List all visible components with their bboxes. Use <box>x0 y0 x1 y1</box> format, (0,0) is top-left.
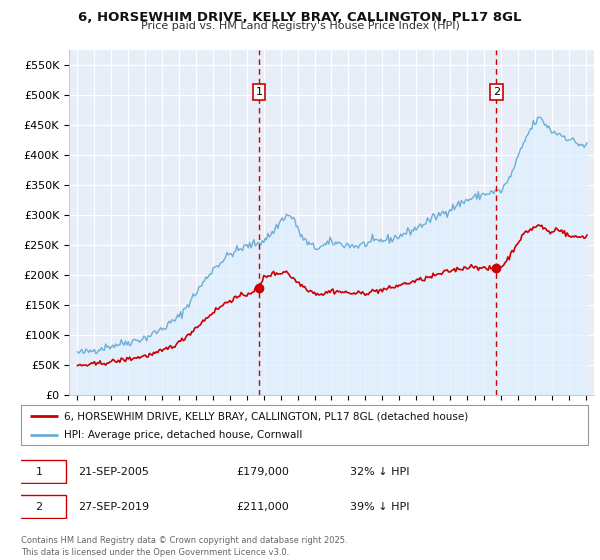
Text: £179,000: £179,000 <box>236 466 289 477</box>
Text: Contains HM Land Registry data © Crown copyright and database right 2025.
This d: Contains HM Land Registry data © Crown c… <box>21 536 347 557</box>
Text: 32% ↓ HPI: 32% ↓ HPI <box>350 466 409 477</box>
Text: 27-SEP-2019: 27-SEP-2019 <box>78 502 149 512</box>
Text: 21-SEP-2005: 21-SEP-2005 <box>78 466 149 477</box>
Text: 1: 1 <box>35 466 43 477</box>
Text: £211,000: £211,000 <box>236 502 289 512</box>
FancyBboxPatch shape <box>13 460 67 483</box>
FancyBboxPatch shape <box>21 405 588 445</box>
FancyBboxPatch shape <box>13 495 67 519</box>
Text: 1: 1 <box>256 87 263 97</box>
Text: HPI: Average price, detached house, Cornwall: HPI: Average price, detached house, Corn… <box>64 430 302 440</box>
Text: 2: 2 <box>35 502 43 512</box>
Text: 2: 2 <box>493 87 500 97</box>
Text: 6, HORSEWHIM DRIVE, KELLY BRAY, CALLINGTON, PL17 8GL: 6, HORSEWHIM DRIVE, KELLY BRAY, CALLINGT… <box>78 11 522 24</box>
Text: 39% ↓ HPI: 39% ↓ HPI <box>350 502 409 512</box>
Text: 6, HORSEWHIM DRIVE, KELLY BRAY, CALLINGTON, PL17 8GL (detached house): 6, HORSEWHIM DRIVE, KELLY BRAY, CALLINGT… <box>64 411 468 421</box>
Text: Price paid vs. HM Land Registry's House Price Index (HPI): Price paid vs. HM Land Registry's House … <box>140 21 460 31</box>
